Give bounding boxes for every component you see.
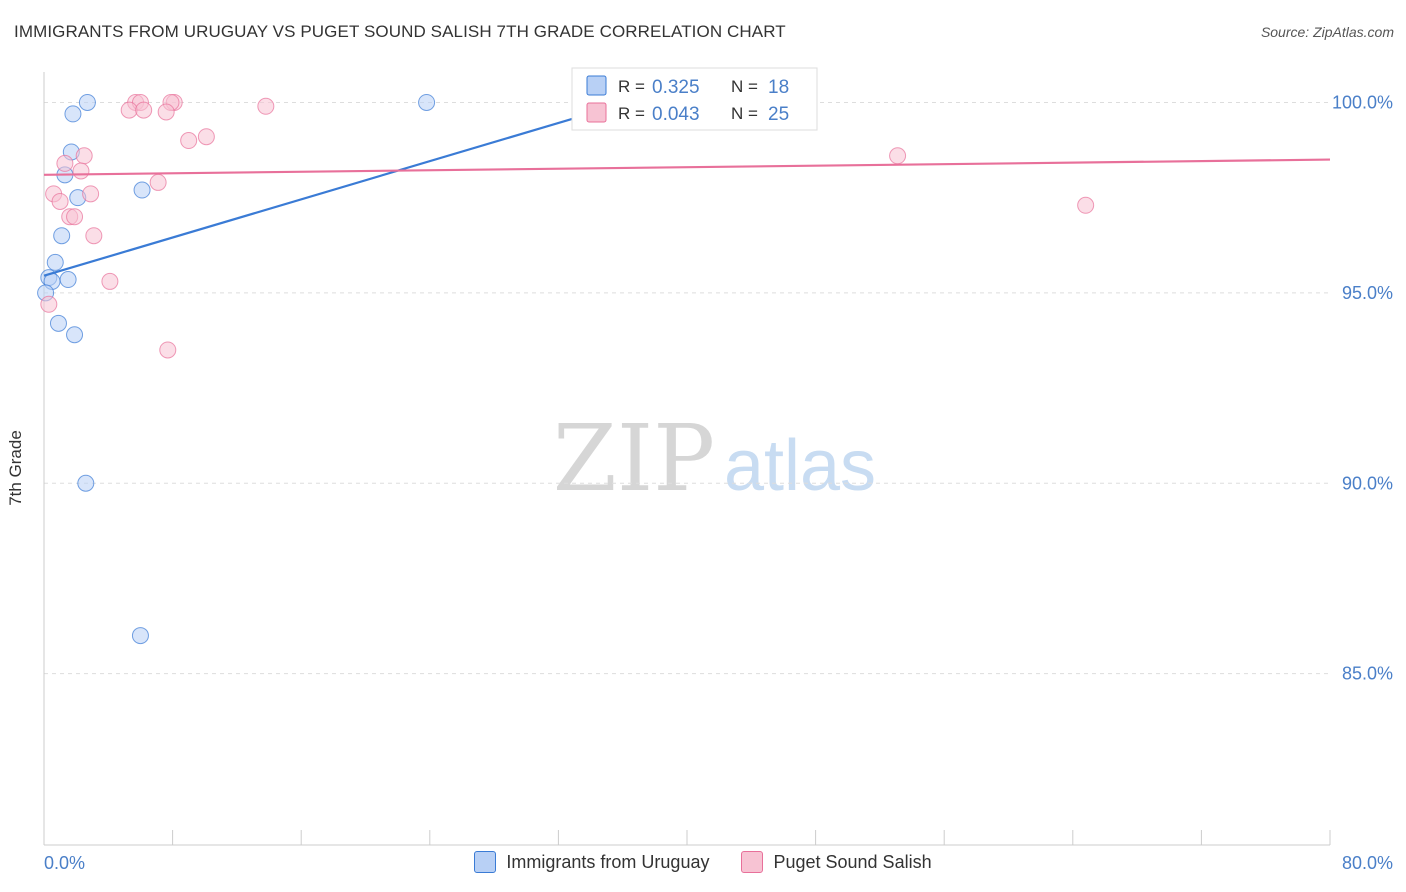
x-tick-label: 0.0%	[44, 853, 85, 873]
y-tick-label: 100.0%	[1332, 92, 1393, 112]
stats-swatch	[586, 75, 607, 96]
trend-line-uruguay	[43, 105, 615, 277]
legend-label-salish: Puget Sound Salish	[773, 851, 932, 872]
stats-r-value: 0.043	[652, 104, 700, 125]
legend-swatch-blue	[474, 851, 497, 873]
data-point-uruguay	[133, 181, 151, 199]
data-point-salish	[82, 185, 100, 203]
data-point-uruguay	[418, 93, 436, 111]
data-point-salish	[56, 154, 74, 172]
data-point-uruguay	[59, 271, 77, 289]
stats-n-value: 18	[768, 77, 789, 98]
stats-n-label: N =	[731, 77, 758, 96]
data-point-uruguay	[46, 253, 64, 271]
stats-r-label: R =	[618, 77, 645, 96]
chart-title: IMMIGRANTS FROM URUGUAY VS PUGET SOUND S…	[14, 22, 786, 41]
chart-legend: Immigrants from Uruguay Puget Sound Sali…	[0, 851, 1406, 873]
data-point-salish	[159, 341, 177, 359]
data-point-uruguay	[49, 314, 67, 332]
data-point-salish	[85, 227, 103, 245]
data-point-uruguay	[64, 105, 82, 123]
data-point-salish	[889, 147, 907, 165]
y-axis-label: 7th Grade	[6, 430, 25, 506]
stats-n-label: N =	[731, 104, 758, 123]
source-label: Source: ZipAtlas.com	[1260, 24, 1394, 40]
data-point-uruguay	[66, 326, 84, 344]
legend-item-salish[interactable]: Puget Sound Salish	[741, 851, 932, 873]
data-point-salish	[197, 128, 215, 146]
data-point-salish	[257, 97, 275, 115]
watermark-zip: ZIP	[553, 405, 715, 512]
data-point-salish	[75, 147, 93, 165]
legend-swatch-pink	[741, 851, 764, 873]
data-point-salish	[40, 295, 58, 313]
y-tick-label: 85.0%	[1342, 664, 1393, 684]
stats-r-label: R =	[618, 104, 645, 123]
x-tick-label: 80.0%	[1342, 853, 1393, 873]
data-point-uruguay	[131, 627, 149, 645]
data-point-uruguay	[53, 227, 71, 245]
stats-swatch	[586, 102, 607, 123]
data-point-salish	[1077, 196, 1095, 214]
data-point-uruguay	[77, 474, 95, 492]
trend-line-salish	[43, 158, 1331, 176]
data-point-salish	[51, 192, 69, 210]
data-point-salish	[135, 101, 153, 119]
legend-item-uruguay[interactable]: Immigrants from Uruguay	[474, 851, 709, 873]
y-tick-label: 95.0%	[1342, 283, 1393, 303]
data-point-salish	[72, 162, 90, 180]
data-point-salish	[180, 132, 198, 150]
data-point-salish	[101, 272, 119, 290]
watermark-atlas: atlas	[724, 426, 876, 506]
y-tick-label: 90.0%	[1342, 473, 1393, 493]
stats-n-value: 25	[768, 104, 789, 125]
data-point-salish	[157, 103, 175, 121]
data-point-salish	[66, 208, 84, 226]
legend-label-uruguay: Immigrants from Uruguay	[506, 851, 710, 872]
data-point-salish	[120, 101, 138, 119]
stats-r-value: 0.325	[652, 77, 700, 98]
data-point-salish	[149, 173, 167, 191]
data-point-uruguay	[78, 93, 96, 111]
stats-box	[571, 67, 818, 131]
